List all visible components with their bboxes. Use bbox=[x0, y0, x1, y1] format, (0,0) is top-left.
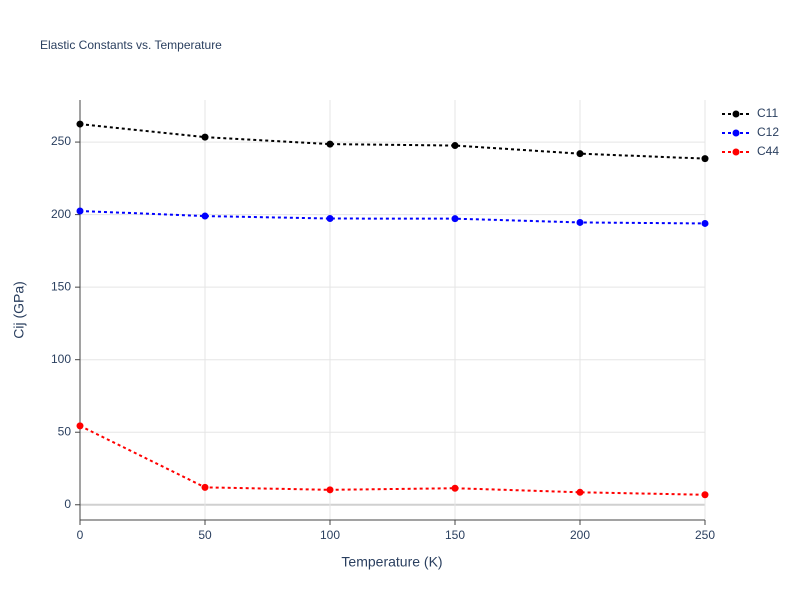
x-tick-label: 150 bbox=[445, 528, 465, 542]
data-point bbox=[76, 207, 84, 215]
legend-marker bbox=[732, 129, 740, 137]
x-tick-label: 100 bbox=[320, 528, 340, 542]
y-tick-label: 50 bbox=[58, 424, 72, 438]
y-tick-label: 150 bbox=[51, 279, 71, 293]
data-point bbox=[201, 483, 209, 491]
x-tick-label: 200 bbox=[570, 528, 590, 542]
y-tick-label: 100 bbox=[51, 352, 71, 366]
data-point bbox=[576, 218, 584, 226]
data-point bbox=[76, 422, 84, 430]
data-point bbox=[701, 155, 709, 163]
x-tick-label: 0 bbox=[77, 528, 84, 542]
data-point bbox=[576, 488, 584, 496]
data-point bbox=[326, 140, 334, 148]
legend-label: C44 bbox=[757, 144, 779, 158]
data-point bbox=[701, 491, 709, 499]
y-tick-label: 250 bbox=[51, 134, 71, 148]
legend-label: C12 bbox=[757, 125, 779, 139]
data-point bbox=[201, 133, 209, 141]
data-point bbox=[451, 142, 459, 150]
data-point bbox=[326, 215, 334, 223]
data-point bbox=[701, 219, 709, 227]
data-point bbox=[576, 150, 584, 158]
data-point bbox=[326, 486, 334, 494]
series-line bbox=[79, 123, 706, 160]
legend-marker bbox=[732, 110, 740, 118]
x-tick-label: 250 bbox=[695, 528, 715, 542]
y-tick-label: 200 bbox=[51, 207, 71, 221]
data-point bbox=[201, 212, 209, 220]
y-tick-label: 0 bbox=[64, 497, 71, 511]
series-line bbox=[79, 424, 706, 496]
y-axis-title: Cij (GPa) bbox=[11, 281, 27, 339]
x-axis-title: Temperature (K) bbox=[341, 554, 442, 570]
data-point bbox=[451, 484, 459, 492]
legend-label: C11 bbox=[757, 106, 778, 120]
legend-marker bbox=[732, 148, 740, 156]
x-tick-label: 50 bbox=[198, 528, 212, 542]
data-point bbox=[451, 215, 459, 223]
chart-title: Elastic Constants vs. Temperature bbox=[40, 38, 222, 52]
series-line bbox=[79, 209, 706, 225]
data-point bbox=[76, 120, 84, 128]
